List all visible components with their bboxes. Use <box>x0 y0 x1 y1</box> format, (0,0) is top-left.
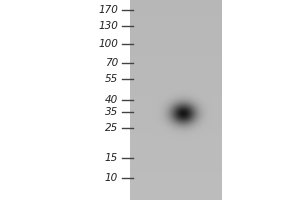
Text: 40: 40 <box>105 95 118 105</box>
Text: 10: 10 <box>105 173 118 183</box>
Text: 170: 170 <box>98 5 118 15</box>
Text: 130: 130 <box>98 21 118 31</box>
Text: 25: 25 <box>105 123 118 133</box>
Text: 35: 35 <box>105 107 118 117</box>
Text: 70: 70 <box>105 58 118 68</box>
Text: 15: 15 <box>105 153 118 163</box>
Text: 100: 100 <box>98 39 118 49</box>
Text: 55: 55 <box>105 74 118 84</box>
